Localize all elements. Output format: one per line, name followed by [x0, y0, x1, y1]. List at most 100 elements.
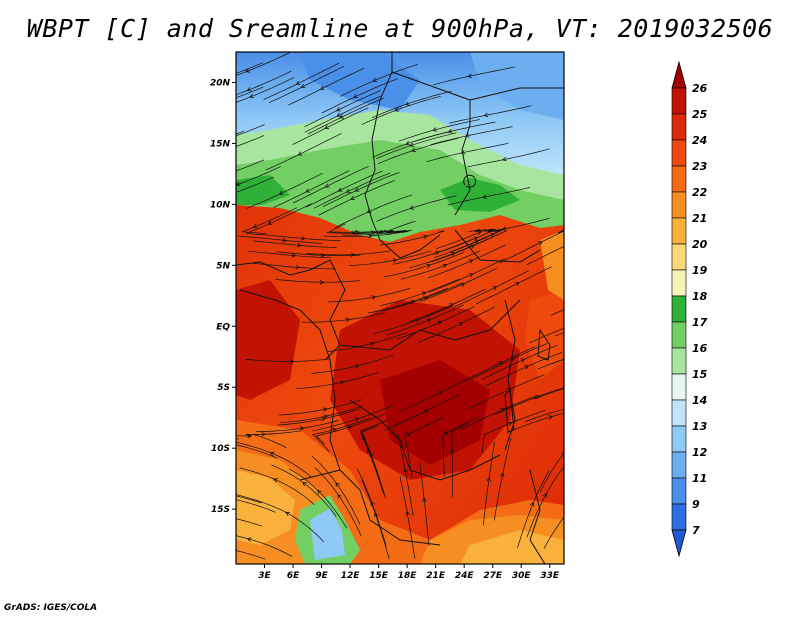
streamline	[476, 266, 552, 305]
streamline-arrow	[245, 68, 251, 73]
streamline-arrow	[579, 352, 583, 356]
colorbar-swatch	[671, 295, 687, 323]
lat-tick-label: 15S	[211, 505, 230, 515]
streamline-arrow	[438, 390, 444, 395]
lat-tick-label: 10N	[210, 200, 231, 210]
lake-outline	[537, 328, 551, 361]
wbpt-field-24-east	[525, 290, 564, 380]
streamline	[236, 518, 263, 527]
streamline	[418, 306, 495, 343]
streamline	[326, 331, 409, 353]
colorbar-label: 26	[692, 82, 708, 95]
colorbar-swatch	[671, 425, 687, 453]
streamline	[247, 250, 332, 259]
streamline-arrow	[464, 133, 470, 138]
streamline	[385, 304, 464, 336]
streamline	[361, 479, 390, 560]
streamline	[383, 393, 461, 431]
streamline	[348, 250, 432, 266]
streamline-arrow	[273, 478, 279, 483]
streamline-arrow	[252, 224, 258, 229]
border-line	[379, 234, 441, 259]
colorbar-swatch	[671, 503, 687, 531]
streamline	[306, 250, 391, 256]
streamline	[380, 230, 445, 246]
streamline-arrow	[507, 421, 513, 427]
streamline	[480, 344, 558, 381]
streamline-arrow	[370, 230, 376, 235]
streamline	[379, 278, 460, 307]
streamline-arrow	[570, 324, 574, 328]
border-line	[364, 71, 393, 241]
streamline	[537, 358, 564, 370]
streamline	[399, 374, 476, 413]
wbpt-field-17-west	[236, 175, 290, 205]
streamline-arrow	[218, 101, 222, 105]
streamline-arrow	[442, 263, 448, 269]
streamline	[236, 495, 262, 504]
streamline	[495, 387, 564, 415]
streamline	[236, 70, 292, 96]
streamline-arrow	[567, 406, 571, 410]
streamline	[236, 86, 264, 99]
streamline-arrow	[499, 472, 505, 478]
streamline	[361, 95, 441, 125]
streamline-arrow	[289, 359, 295, 364]
streamline-arrow	[300, 83, 306, 88]
streamline	[367, 287, 449, 314]
streamline-arrow	[449, 448, 455, 453]
lon-tick-label: 9E	[315, 571, 328, 581]
streamline	[467, 148, 550, 168]
colorbar-swatch	[671, 451, 687, 479]
streamline	[236, 166, 281, 186]
streamline-arrow	[460, 150, 466, 155]
lon-tick-label: 18E	[398, 571, 418, 581]
streamline	[467, 374, 545, 410]
streamline-arrow	[474, 239, 480, 244]
colorbar-swatch	[671, 347, 687, 375]
streamline	[373, 305, 453, 335]
streamline-arrow	[501, 156, 507, 162]
streamline-arrow	[443, 431, 449, 436]
streamline-arrow	[411, 147, 416, 153]
streamline-arrow	[486, 476, 491, 482]
border-line	[454, 229, 541, 263]
streamline-arrow	[409, 205, 415, 210]
streamline-arrow	[591, 297, 595, 301]
colorbar-swatch	[671, 113, 687, 141]
streamline	[428, 257, 506, 293]
colorbar-label: 9	[692, 498, 700, 511]
streamline-arrow	[538, 241, 543, 246]
wbpt-field-9-north	[300, 52, 420, 110]
colorbar-swatch	[671, 243, 687, 271]
lake-outline	[463, 174, 477, 188]
wbpt-field-26-core	[380, 360, 490, 465]
border-line	[504, 299, 516, 451]
streamline-arrow	[282, 237, 287, 243]
streamline	[236, 499, 276, 513]
streamline	[377, 137, 459, 165]
streamline	[442, 415, 481, 477]
streamline	[265, 133, 342, 171]
streamline-arrow	[426, 263, 432, 269]
colorbar-swatch	[671, 373, 687, 401]
lon-tick-label: 30E	[512, 571, 532, 581]
colorbar-swatch	[671, 269, 687, 297]
lon-tick-label: 15E	[369, 571, 389, 581]
streamline	[397, 433, 414, 516]
streamline	[360, 419, 389, 482]
streamline-arrow	[482, 194, 487, 199]
streamline	[372, 130, 453, 158]
streamline	[293, 165, 369, 204]
streamline-arrow	[319, 279, 325, 285]
streamline-arrow	[215, 488, 219, 492]
colorbar-label: 13	[692, 420, 708, 433]
streamline	[451, 422, 469, 498]
streamline-arrow	[350, 252, 356, 257]
lat-tick-label: 5S	[217, 383, 230, 393]
streamline	[236, 550, 266, 560]
streamline-arrow	[374, 512, 379, 518]
map-frame	[235, 51, 565, 565]
streamline	[236, 159, 265, 172]
